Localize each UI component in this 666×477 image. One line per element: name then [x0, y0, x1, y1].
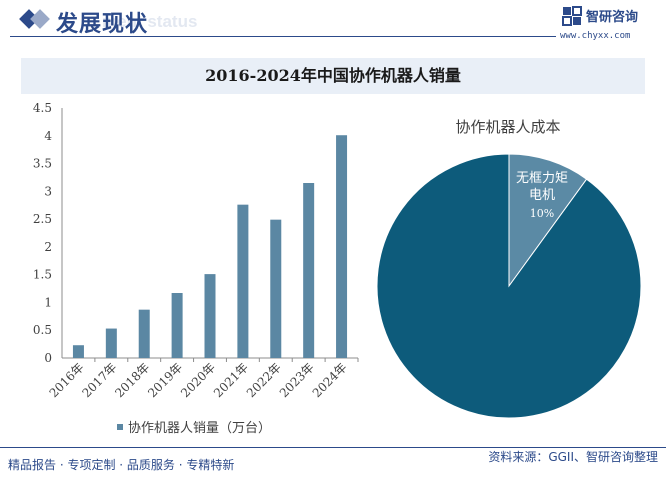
- pie-slice-0: [508, 153, 588, 288]
- y-tick-label: 4.5: [33, 101, 52, 115]
- bar-2020年: [204, 274, 216, 358]
- pie-slice-value-label: 10%: [530, 207, 554, 220]
- page-footer: 精品报告 · 专项定制 · 品质服务 · 专精特新 资料来源：GGII、智研咨询…: [0, 447, 666, 477]
- page-header: ment status 发展现状 智研咨询 www.chyxx.com: [0, 0, 666, 41]
- legend-swatch: [117, 424, 123, 430]
- y-tick-label: 2: [44, 240, 52, 254]
- x-tick-label: 2021年: [211, 360, 251, 400]
- x-tick-label: 2024年: [310, 360, 350, 400]
- y-tick-label: 4: [44, 129, 52, 143]
- legend-label: 协作机器人销量（万台）: [128, 421, 271, 436]
- bar-2017年: [105, 328, 117, 358]
- y-tick-label: 3.5: [33, 157, 52, 171]
- x-tick-label: 2019年: [145, 360, 185, 400]
- x-tick-label: 2023年: [277, 360, 317, 400]
- x-tick-label: 2020年: [178, 360, 218, 400]
- bar-2019年: [171, 293, 183, 358]
- chart-title-bar: 2016-2024年中国协作机器人销量: [21, 58, 645, 94]
- pie-slice-label-line1: 无框力矩: [516, 171, 568, 186]
- x-tick-label: 2022年: [244, 360, 284, 400]
- y-tick-label: 3: [44, 184, 52, 198]
- x-tick-label: 2016年: [47, 360, 87, 400]
- pie-slice-1: [376, 153, 642, 419]
- y-tick-label: 0: [44, 351, 52, 365]
- header-title: 发展现状: [56, 11, 149, 37]
- chart-title: 2016-2024年中国协作机器人销量: [205, 66, 461, 85]
- bar-2018年: [138, 309, 150, 358]
- bar-2023年: [303, 183, 315, 358]
- y-tick-label: 1: [44, 295, 52, 309]
- logo-icon: [562, 6, 582, 26]
- pie-title: 协作机器人成本: [455, 118, 560, 136]
- x-tick-label: 2018年: [112, 360, 152, 400]
- x-tick-label: 2017年: [79, 360, 119, 400]
- y-tick-label: 1.5: [33, 268, 52, 282]
- pie-slice-label-line2: 电机: [529, 188, 555, 203]
- header-subtitle: ment status: [102, 12, 198, 31]
- header-divider: [10, 36, 556, 37]
- footer-source: 资料来源：GGII、智研咨询整理: [488, 450, 658, 464]
- y-tick-label: 0.5: [33, 323, 52, 337]
- bar-2024年: [336, 135, 348, 358]
- footer-tagline: 精品报告 · 专项定制 · 品质服务 · 专精特新: [8, 458, 235, 472]
- logo-name: 智研咨询: [586, 10, 639, 25]
- bar-2021年: [237, 204, 249, 358]
- y-tick-label: 2.5: [33, 212, 52, 226]
- bar-2022年: [270, 219, 282, 358]
- bar-2016年: [72, 345, 84, 358]
- logo-url: www.chyxx.com: [560, 31, 631, 41]
